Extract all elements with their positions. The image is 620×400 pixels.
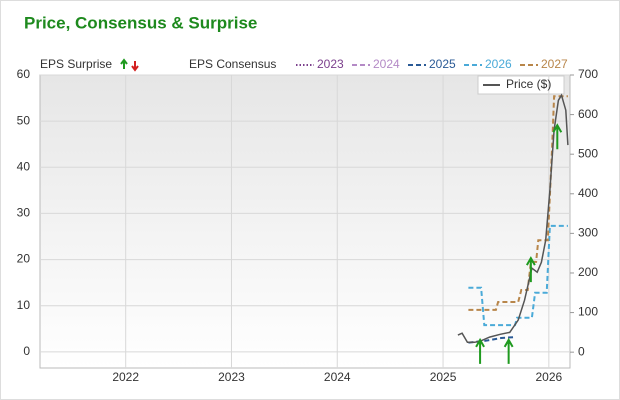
series-line	[468, 224, 568, 327]
plot-area	[39, 74, 571, 369]
chart-title: Price, Consensus & Surprise	[24, 13, 257, 32]
y2-tick-label: 100	[578, 305, 598, 319]
y2-tick-label: 200	[578, 265, 598, 279]
price-legend-box	[477, 75, 565, 95]
x-tick-label: 2025	[430, 370, 457, 384]
legend-label: 2027	[541, 57, 568, 71]
legend-label: 2024	[373, 57, 400, 71]
legend-label: 2023	[317, 57, 344, 71]
y2-tick-label: 700	[578, 67, 598, 81]
x-tick-label: 2023	[218, 370, 245, 384]
y-tick-label: 30	[17, 206, 31, 220]
x-tick-label: 2024	[324, 370, 351, 384]
up-arrow-icon	[120, 58, 128, 69]
surprise-arrow	[552, 123, 563, 150]
y2-tick-label: 0	[578, 344, 585, 358]
surprise-arrow	[503, 337, 514, 364]
surprise-arrow	[525, 256, 536, 283]
legend-label: 2026	[485, 57, 512, 71]
surprise-arrow	[475, 337, 485, 364]
y2-tick-label: 300	[578, 226, 598, 240]
x-tick-label: 2026	[535, 370, 562, 384]
consensus-legend: EPS Consensus	[189, 57, 276, 71]
y-tick-label: 10	[17, 298, 31, 312]
y2-tick-label: 400	[578, 186, 598, 200]
down-arrow-icon	[131, 61, 139, 72]
surprise-legend: EPS Surprise	[40, 57, 112, 71]
y-tick-label: 50	[17, 113, 31, 127]
y2-tick-label: 600	[578, 107, 598, 121]
y2-tick-label: 500	[578, 146, 598, 160]
legend-label: 2025	[429, 57, 456, 71]
y-tick-label: 0	[23, 344, 30, 358]
series-line	[468, 95, 568, 311]
y-tick-label: 20	[17, 252, 31, 266]
legend-label: Price ($)	[506, 77, 551, 91]
series-line	[457, 93, 569, 344]
y-tick-label: 60	[17, 67, 31, 81]
y-tick-label: 40	[17, 159, 31, 173]
x-tick-label: 2022	[112, 370, 139, 384]
